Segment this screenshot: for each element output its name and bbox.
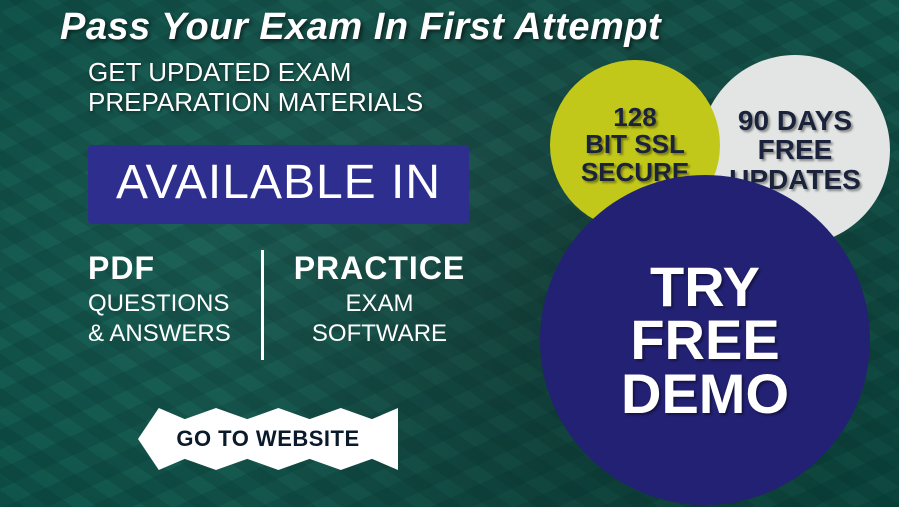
vertical-divider <box>261 250 264 360</box>
format-pdf: PDF QUESTIONS & ANSWERS <box>88 250 231 349</box>
formats-row: PDF QUESTIONS & ANSWERS PRACTICE EXAM SO… <box>88 250 465 360</box>
format-practice-title: PRACTICE <box>294 250 466 287</box>
available-in-badge: AVAILABLE IN <box>88 145 469 224</box>
try-free-demo-text: TRY FREE DEMO <box>621 260 789 420</box>
format-practice-lines: EXAM SOFTWARE <box>294 289 466 349</box>
go-to-website-button[interactable]: GO TO WEBSITE <box>138 408 398 470</box>
page-subheading: GET UPDATED EXAM PREPARATION MATERIALS <box>88 58 508 118</box>
try-free-demo-badge[interactable]: TRY FREE DEMO <box>540 175 870 505</box>
format-practice-line2: SOFTWARE <box>294 319 466 349</box>
format-pdf-lines: QUESTIONS & ANSWERS <box>88 289 231 349</box>
format-practice: PRACTICE EXAM SOFTWARE <box>294 250 466 349</box>
ssl-secure-text: 128 BIT SSL SECURE <box>581 104 689 186</box>
format-practice-line1: EXAM <box>294 289 466 319</box>
format-pdf-line2: & ANSWERS <box>88 319 231 349</box>
format-pdf-title: PDF <box>88 250 231 287</box>
format-pdf-line1: QUESTIONS <box>88 289 231 319</box>
page-headline: Pass Your Exam In First Attempt <box>60 6 661 49</box>
